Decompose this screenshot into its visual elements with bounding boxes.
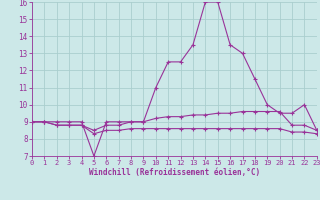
- X-axis label: Windchill (Refroidissement éolien,°C): Windchill (Refroidissement éolien,°C): [89, 168, 260, 177]
